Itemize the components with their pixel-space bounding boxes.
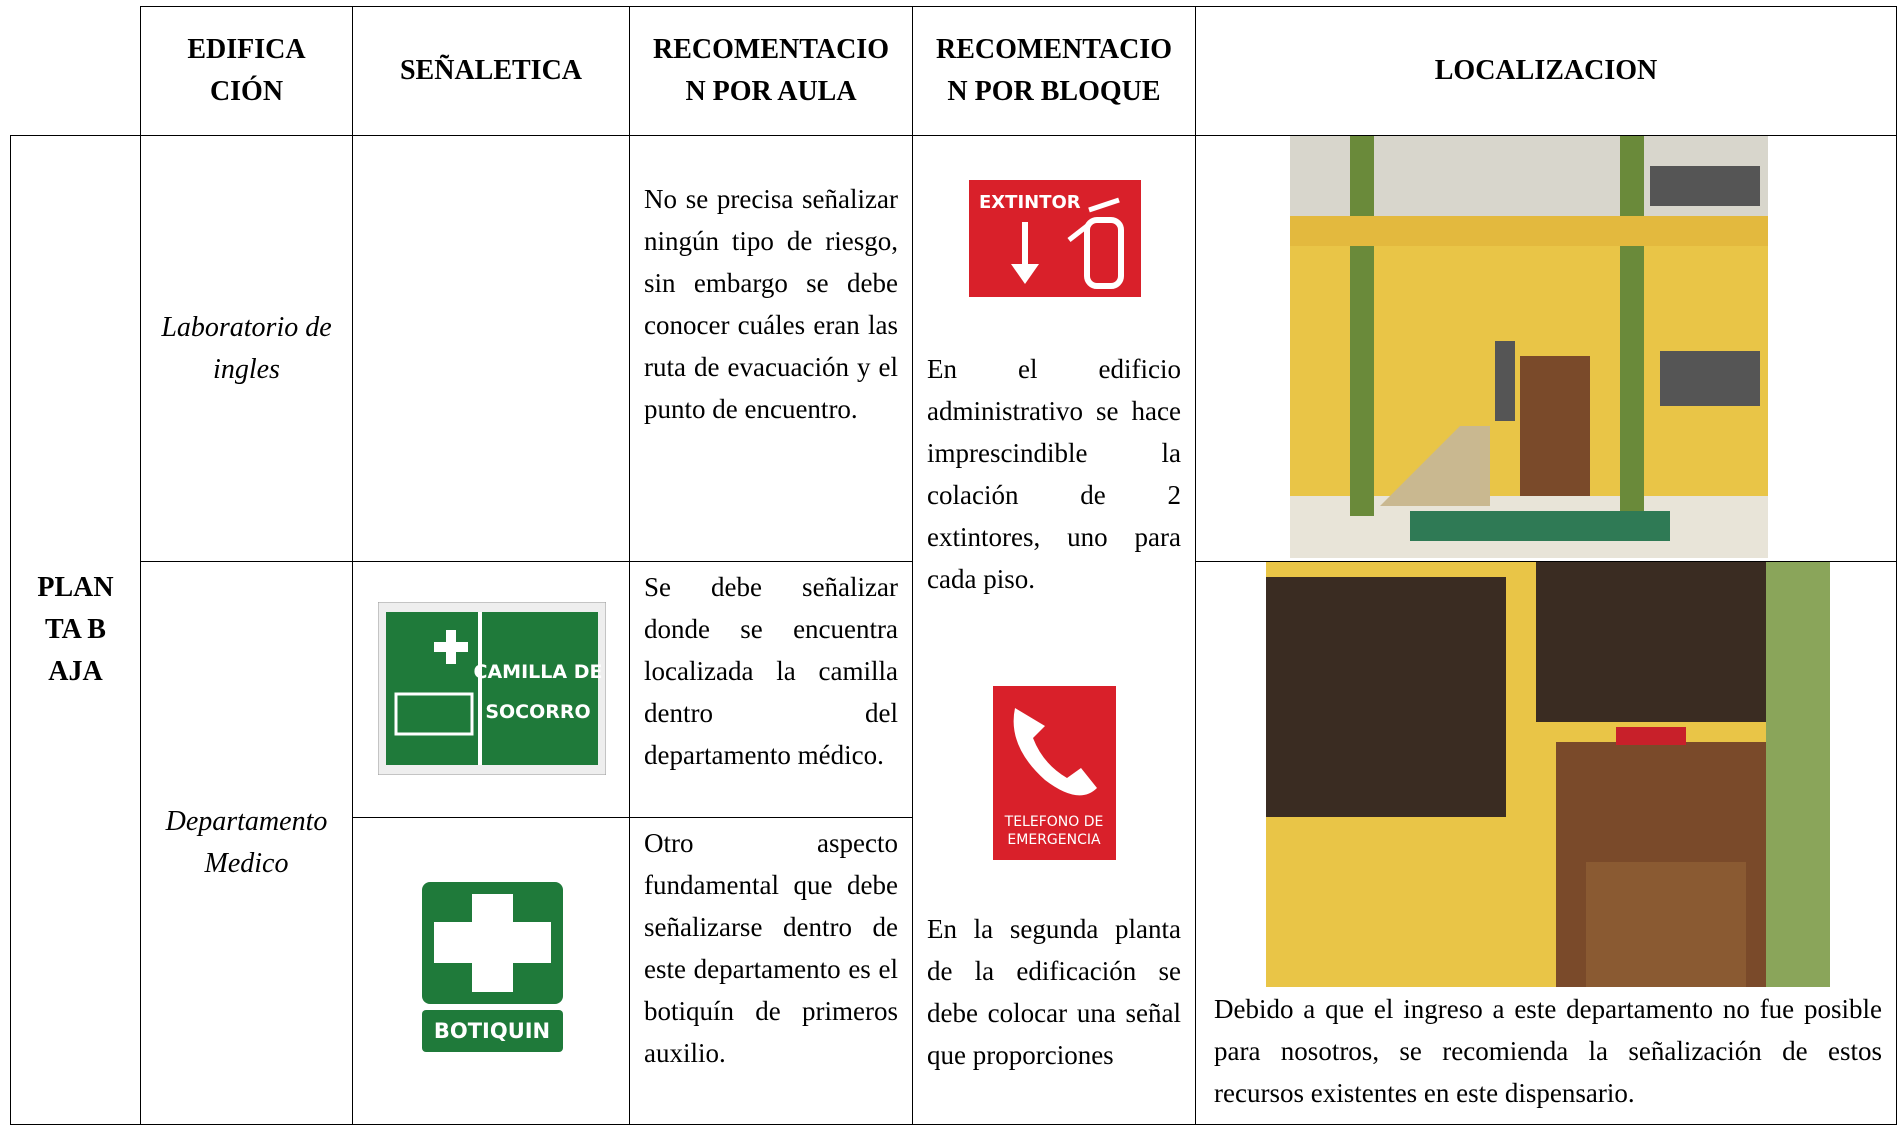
sign-firstaid: BOTIQUIN (422, 882, 563, 1052)
location-cell (1195, 135, 1897, 562)
sign-text: TELEFONO DE EMERGENCIA (1004, 814, 1104, 848)
location-cell: Debido a que el ingreso a este departame… (1195, 561, 1897, 1125)
recommendation-cell: Otro aspecto fundamental que debe señali… (629, 817, 913, 1125)
header-text: RECOMENTACION POR AULA (653, 34, 889, 107)
block-text: En la segunda planta de la edificación s… (927, 914, 1181, 1070)
signage-cell: _________ (352, 135, 630, 562)
sign-text: EXTINTOR (979, 192, 1081, 213)
header-text: EDIFICACIÓN (187, 34, 306, 107)
recommendation-text: Se debe señalizar donde se encuentra loc… (644, 572, 898, 770)
block-text: En el edificio administrativo se hace im… (927, 354, 1181, 594)
building-text: Departamento Medico (165, 806, 328, 879)
building-cell: Departamento Medico (140, 561, 353, 1125)
block-cell: EXTINTOR En el edificio administrativo s… (912, 135, 1196, 1125)
signage-cell: CAMILLA DE SOCORRO (352, 561, 630, 818)
header-text: LOCALIZACION (1434, 55, 1658, 86)
signage-cell: BOTIQUIN (352, 817, 630, 1125)
header-text: RECOMENTACION POR BLOQUE (936, 34, 1172, 107)
photo-office (1266, 562, 1830, 987)
recommendation-text: Otro aspecto fundamental que debe señali… (644, 828, 898, 1068)
building-cell: Laboratorio de ingles (140, 135, 353, 562)
header-cell: RECOMENTACION POR AULA (629, 6, 913, 136)
recommendation-cell: Se debe señalizar donde se encuentra loc… (629, 561, 913, 818)
level-text: PLANTA BAJA (37, 572, 114, 687)
sign-text: BOTIQUIN (434, 1019, 550, 1043)
sign-extinguisher: EXTINTOR (969, 180, 1141, 297)
header-cell: SEÑALETICA (352, 6, 630, 136)
header-cell: RECOMENTACION POR BLOQUE (912, 6, 1196, 136)
location-text: Debido a que el ingreso a este departame… (1214, 994, 1882, 1108)
sign-text: CAMILLA DE SOCORRO (474, 661, 603, 723)
sign-phone: TELEFONO DE EMERGENCIA (993, 686, 1116, 860)
level-cell: PLANTA BAJA (10, 135, 141, 1125)
photo-building (1290, 136, 1768, 558)
building-text: Laboratorio de ingles (161, 311, 332, 385)
header-cell: EDIFICACIÓN (140, 6, 353, 136)
dash: _________ (419, 331, 541, 351)
recommendation-text: No se precisa señalizar ningún tipo de r… (644, 184, 898, 424)
header-cell: LOCALIZACION (1195, 6, 1897, 136)
recommendation-cell: No se precisa señalizar ningún tipo de r… (629, 135, 913, 562)
header-text: SEÑALETICA (399, 55, 583, 86)
sign-stretcher: CAMILLA DE SOCORRO (378, 602, 606, 775)
